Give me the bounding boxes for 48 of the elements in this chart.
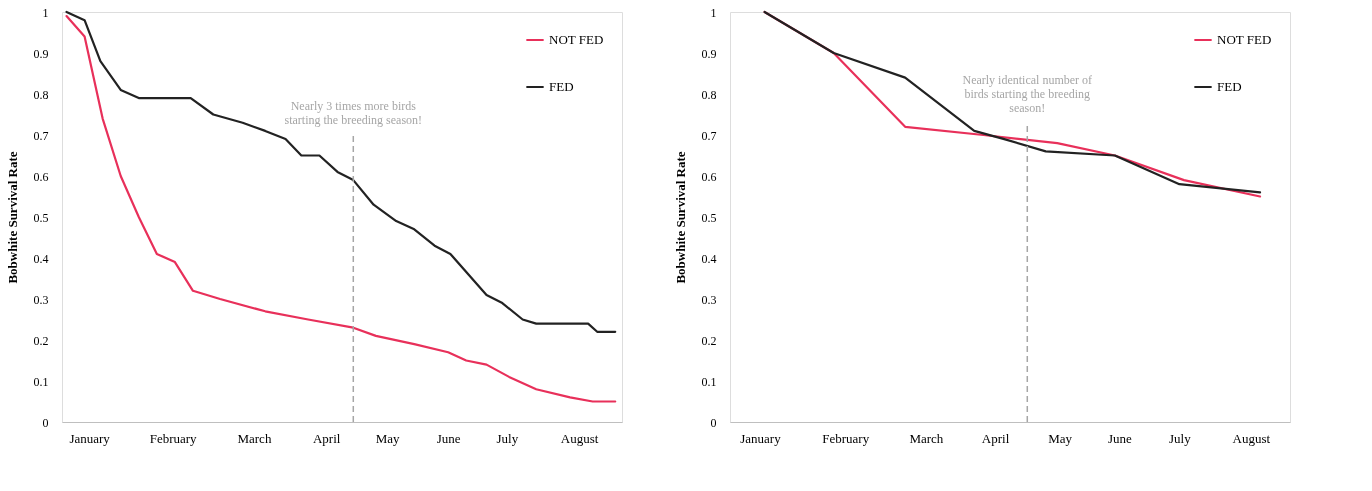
- x-tick-label: June: [436, 430, 461, 446]
- y-tick-label: 0.5: [701, 210, 717, 225]
- line-series: [65, 15, 617, 403]
- x-tick-label: January: [69, 430, 111, 446]
- y-tick-label: 0.6: [33, 169, 49, 184]
- legend-label: NOT FED: [1217, 32, 1272, 47]
- y-axis-title: Bobwhite Survival Rate: [672, 151, 688, 284]
- y-tick-label: 0.6: [701, 169, 717, 184]
- x-tick-label: August: [1232, 430, 1271, 446]
- y-tick-label: 0.3: [33, 292, 49, 307]
- x-tick-label: July: [496, 430, 519, 446]
- y-tick-label: 0.8: [33, 87, 49, 102]
- y-tick-label: 1: [710, 5, 717, 20]
- x-tick-label: February: [822, 430, 870, 446]
- x-tick-label: May: [375, 430, 401, 446]
- annotation: Nearly 3 times more birds starting the breeding season!: [284, 99, 423, 127]
- y-tick-label: 0: [710, 415, 717, 430]
- y-tick-label: 0: [42, 415, 49, 430]
- y-tick-label: 0.2: [33, 333, 49, 348]
- y-tick-label: 0.9: [33, 46, 49, 61]
- y-tick-label: 0.1: [701, 374, 717, 389]
- y-tick-label: 1: [42, 5, 49, 20]
- legend-label: FED: [1217, 79, 1242, 94]
- legend-label: NOT FED: [549, 32, 604, 47]
- y-axis-title: Bobwhite Survival Rate: [4, 151, 20, 284]
- y-tick-label: 0.9: [701, 46, 717, 61]
- x-tick-label: April: [981, 430, 1010, 446]
- x-tick-label: July: [1169, 430, 1192, 446]
- y-tick-label: 0.4: [701, 251, 717, 266]
- y-tick-label: 0.5: [33, 210, 49, 225]
- x-tick-label: April: [312, 430, 341, 446]
- x-tick-label: May: [1048, 430, 1073, 446]
- x-tick-label: June: [1108, 430, 1133, 446]
- x-tick-label: August: [560, 430, 599, 446]
- y-tick-label: 0.4: [33, 251, 49, 266]
- y-tick-label: 0.1: [33, 374, 49, 389]
- line-series: [65, 10, 617, 333]
- y-tick-label: 0.3: [701, 292, 717, 307]
- annotation: Nearly identical number of birds starting the breeding season!: [962, 72, 1093, 115]
- x-tick-label: March: [237, 430, 272, 446]
- x-tick-label: March: [909, 430, 944, 446]
- x-tick-label: February: [149, 430, 198, 446]
- y-tick-label: 0.7: [33, 128, 49, 143]
- y-tick-label: 0.2: [701, 333, 717, 348]
- y-tick-label: 0.8: [701, 87, 717, 102]
- y-tick-label: 0.7: [701, 128, 717, 143]
- x-tick-label: January: [740, 430, 782, 446]
- legend-label: FED: [549, 79, 574, 94]
